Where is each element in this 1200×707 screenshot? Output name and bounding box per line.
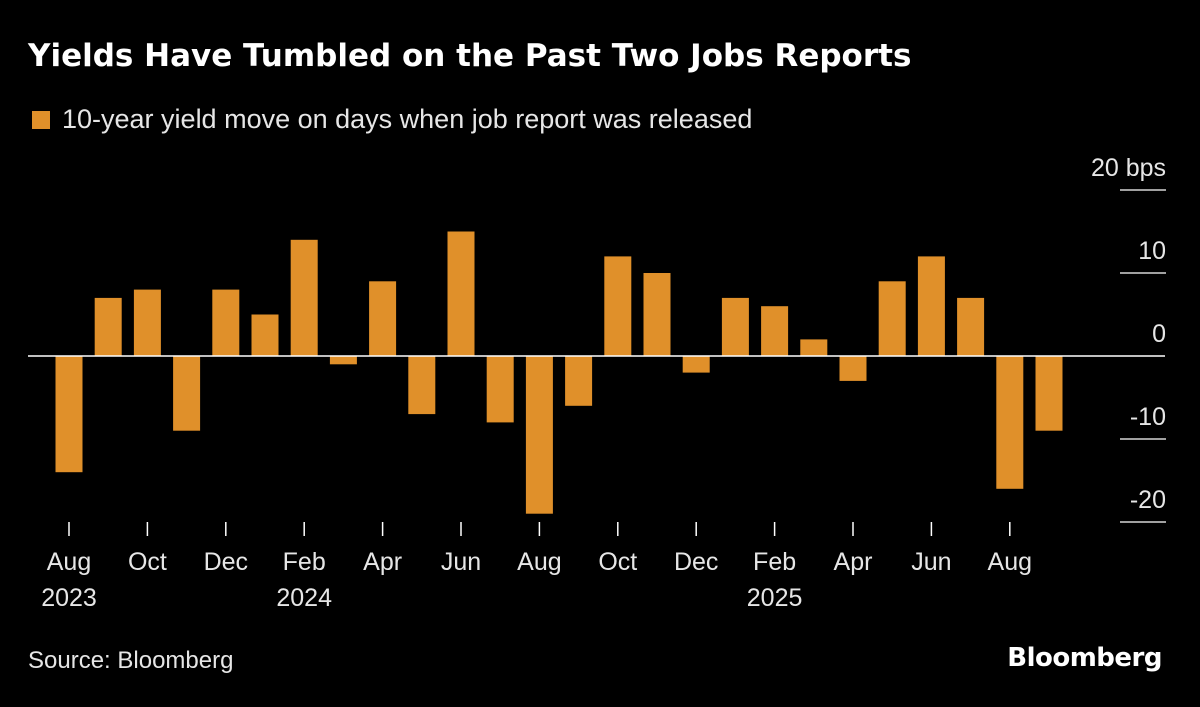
x-year-label: 2025	[747, 584, 803, 612]
x-tick-label: Dec	[204, 548, 248, 576]
y-tick-label: 10	[1138, 237, 1166, 265]
x-tick-label: Feb	[283, 548, 326, 576]
x-tick-label: Oct	[598, 548, 637, 576]
bar	[917, 256, 945, 356]
bar	[1035, 356, 1063, 431]
legend-label: 10-year yield move on days when job repo…	[62, 104, 753, 134]
x-year-label: 2023	[41, 584, 97, 612]
bar	[369, 281, 397, 356]
y-tick-label: 20 bps	[1091, 154, 1166, 182]
x-tick-label: Apr	[363, 548, 402, 576]
bar	[957, 297, 985, 356]
bar	[721, 297, 749, 356]
x-tick-label: Oct	[128, 548, 167, 576]
bar	[643, 273, 671, 356]
bar	[329, 356, 357, 365]
x-tick-label: Aug	[47, 548, 91, 576]
legend-swatch	[32, 110, 50, 129]
bar	[878, 281, 906, 356]
y-tick-label: 0	[1152, 320, 1166, 348]
bar	[290, 239, 318, 356]
bar	[486, 356, 514, 423]
bar	[55, 356, 83, 473]
x-tick-label: Feb	[753, 548, 796, 576]
bar	[447, 231, 475, 356]
x-tick-label: Aug	[517, 548, 561, 576]
y-tick-label: -10	[1130, 403, 1166, 431]
bar	[565, 356, 593, 406]
bar	[94, 297, 122, 356]
bar	[251, 314, 279, 356]
legend: 10-year yield move on days when job repo…	[32, 104, 752, 135]
bar	[212, 289, 240, 356]
x-tick-label: Dec	[674, 548, 718, 576]
bar	[604, 256, 632, 356]
bar	[682, 356, 710, 373]
bar	[839, 356, 867, 381]
bar	[133, 289, 161, 356]
source-note: Source: Bloomberg	[28, 647, 234, 674]
bloomberg-logo: Bloomberg	[1007, 643, 1162, 673]
bar	[173, 356, 201, 431]
bar	[408, 356, 436, 415]
x-tick-label: Jun	[441, 548, 481, 576]
bar	[761, 306, 789, 356]
x-year-label: 2024	[276, 584, 332, 612]
x-tick-label: Aug	[988, 548, 1032, 576]
y-tick-label: -20	[1130, 486, 1166, 514]
bar	[525, 356, 553, 514]
x-tick-label: Jun	[911, 548, 951, 576]
x-tick-label: Apr	[834, 548, 873, 576]
chart-title: Yields Have Tumbled on the Past Two Jobs…	[28, 38, 912, 74]
bar	[800, 339, 828, 356]
bar	[996, 356, 1024, 489]
